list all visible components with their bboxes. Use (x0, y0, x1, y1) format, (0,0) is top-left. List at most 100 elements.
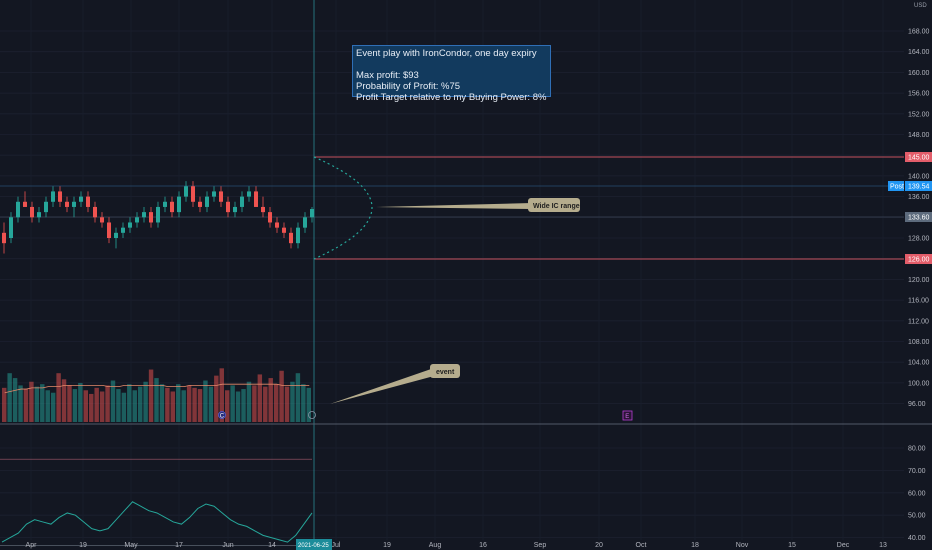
volume-bar (137, 386, 143, 422)
candle-body (30, 206, 34, 218)
volume-bar (56, 373, 61, 422)
candle (149, 206, 153, 228)
time-tick-label: Sep (534, 542, 547, 549)
candle (254, 186, 258, 207)
candle-body (310, 209, 314, 218)
candle (268, 206, 272, 228)
volume-bar (78, 382, 83, 422)
candle-body (86, 196, 90, 207)
range-callout-label: Wide IC range (533, 203, 580, 210)
candle (142, 206, 146, 223)
candle (184, 181, 188, 202)
volume-bar (50, 392, 56, 422)
candle-body (37, 212, 41, 218)
post-market-badge: Post 139.54 (888, 181, 932, 191)
volume-bar (45, 390, 50, 422)
volume-bar (94, 387, 99, 422)
post-market-label: Post (890, 184, 904, 191)
candle (156, 201, 160, 228)
event-marker-c[interactable]: C (218, 411, 226, 420)
candle-body (275, 222, 279, 228)
candle (310, 206, 314, 223)
candle (163, 196, 167, 213)
price-tick-label: 120.00 (908, 277, 930, 284)
candle (289, 227, 293, 249)
candles (2, 181, 314, 254)
volume-bar (284, 386, 290, 422)
oscillator-tick-label: 80.00 (908, 446, 926, 453)
candle-body (23, 201, 27, 207)
volume-bar (132, 390, 137, 422)
candle (135, 212, 139, 228)
volume-bar (257, 374, 263, 422)
oscillator-line (1, 501, 313, 543)
time-tick-label: 14 (268, 542, 276, 549)
volume-bar (23, 389, 29, 422)
range-arc (313, 156, 373, 260)
candle-body (226, 201, 230, 213)
candle (114, 227, 118, 249)
price-tick-label: 100.00 (908, 380, 930, 387)
event-marker-c-label: C (220, 414, 225, 420)
info-note-title: Event play with IronCondor, one day expi… (356, 48, 537, 59)
volume-bar (7, 373, 12, 422)
time-tick-label: Apr (26, 542, 38, 549)
candle (79, 191, 83, 207)
candle-body (44, 201, 48, 213)
volume-bar (148, 369, 154, 422)
volume-bar (83, 390, 89, 422)
candle-body (261, 206, 265, 213)
price-tick-label: 152.00 (908, 111, 930, 118)
volume-bar (263, 386, 268, 422)
candle-body (205, 196, 209, 207)
next-event-marker-icon[interactable] (308, 411, 316, 419)
time-tick-label: Oct (636, 542, 647, 549)
candle (16, 196, 20, 223)
event-marker-e[interactable]: E (622, 410, 633, 421)
lower-strike-value: 126.00 (908, 257, 930, 264)
last-price-value: 133.60 (908, 215, 930, 222)
volume-bar (67, 385, 72, 422)
candle (275, 217, 279, 233)
price-tick-label: 96.00 (908, 401, 926, 408)
range-callout[interactable]: Wide IC range (528, 198, 580, 212)
candle-body (289, 232, 293, 244)
price-tick-label: 136.00 (908, 194, 930, 201)
volume-bar (29, 381, 34, 422)
volume-bar (192, 387, 197, 422)
candle (51, 186, 55, 207)
info-note-box[interactable]: Event play with IronCondor, one day expi… (352, 45, 551, 103)
volume-bar (127, 384, 132, 422)
candle (128, 217, 132, 233)
volume-bar (40, 384, 45, 422)
candle (170, 196, 174, 218)
candle (303, 212, 307, 233)
volume-bar (2, 387, 7, 422)
volume-bar (154, 378, 159, 422)
info-note-line: Profit Target relative to my Buying Powe… (356, 92, 547, 103)
candle (44, 196, 48, 218)
candle (226, 196, 230, 218)
candle-body (121, 227, 125, 233)
time-tick-label: Nov (736, 542, 749, 549)
candle-body (268, 212, 272, 223)
event-callout-pointer (330, 368, 434, 404)
time-tick-label: 17 (175, 542, 183, 549)
time-tick-label: Jun (222, 542, 233, 549)
crosshair-date-badge: 2021-06-25 (296, 539, 332, 550)
candle-body (177, 196, 181, 213)
candle (212, 186, 216, 202)
volume-bar (61, 379, 67, 422)
candle (86, 191, 90, 213)
info-note-line: Max profit: $93 (356, 70, 419, 81)
time-axis[interactable]: Apr 19 May 17 Jun 14 Jul 19 Aug 16 Sep 20 Oct 18 Nov 15… (26, 542, 887, 549)
candle-body (191, 186, 195, 202)
oscillator-tick-label: 60.00 (908, 490, 926, 497)
candle-body (149, 212, 153, 223)
last-price-badge: 133.60 (905, 212, 932, 222)
volume-bar (219, 368, 224, 422)
volume-bars (2, 368, 311, 422)
event-callout[interactable]: event (430, 364, 460, 378)
time-tick-label: Jul (332, 542, 341, 549)
